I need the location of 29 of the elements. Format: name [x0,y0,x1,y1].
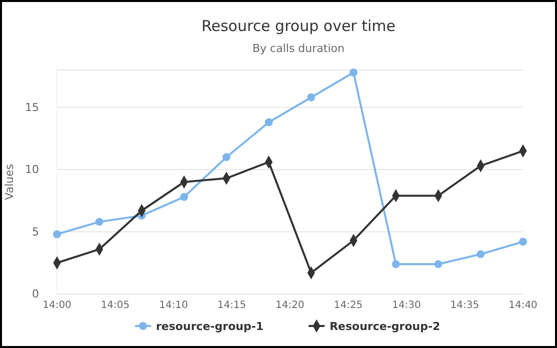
point [307,93,316,102]
x-tick-label: 14:10 [159,300,188,312]
point [180,192,188,201]
y-tick-label: 10 [25,163,39,176]
x-tick-label: 14:25 [334,300,363,312]
y-tick-label: 15 [25,100,39,114]
x-tick-label: 14:30 [392,300,421,312]
point [434,260,442,268]
point [53,230,61,238]
point [519,238,527,246]
y-tick-label: 5 [32,225,39,238]
point [95,218,104,226]
legend-label: resource-group-1 [156,320,264,333]
legend-label: Resource-group-2 [330,320,440,333]
point [350,68,358,76]
point [476,250,485,258]
x-tick-label: 14:05 [100,300,130,312]
point [264,118,273,126]
y-axis-title: Values [3,164,16,200]
x-tick-label: 14:20 [276,300,304,312]
y-tick-label: 0 [32,288,39,301]
point [222,153,230,162]
point [392,260,400,268]
chart-subtitle: By calls duration [252,42,345,55]
x-tick-label: 14:40 [508,300,538,312]
x-tick-label: 14:00 [42,300,72,312]
chart-title: Resource group over time [202,17,396,35]
x-tick-label: 14:15 [217,300,246,312]
x-tick-label: 14:35 [450,300,480,312]
